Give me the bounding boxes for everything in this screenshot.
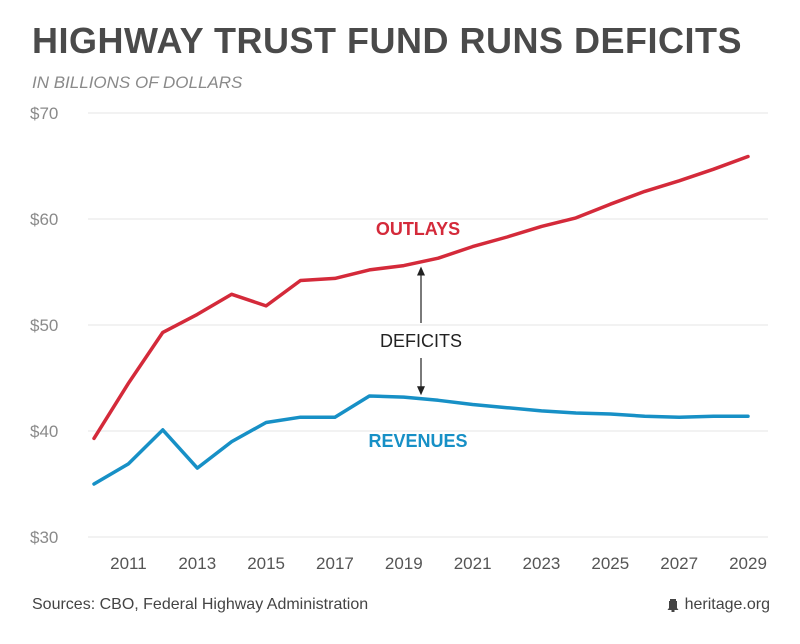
x-tick-label: 2011 (110, 554, 147, 573)
x-tick-label: 2023 (523, 554, 561, 573)
series-label-revenues: REVENUES (368, 431, 467, 451)
x-tick-label: 2017 (316, 554, 354, 573)
series-label-outlays: OUTLAYS (376, 219, 460, 239)
deficits-annotation: DEFICITS (380, 266, 462, 396)
chart-subtitle: IN BILLIONS OF DOLLARS (32, 73, 243, 92)
x-tick-label: 2019 (385, 554, 423, 573)
sources-note: Sources: CBO, Federal Highway Administra… (32, 596, 369, 613)
series-line-revenues (92, 394, 750, 486)
bell-icon (667, 599, 679, 612)
x-tick-label: 2025 (591, 554, 629, 573)
y-tick-label: $70 (30, 104, 58, 123)
x-tick-label: 2013 (178, 554, 216, 573)
chart-title: HIGHWAY TRUST FUND RUNS DEFICITS (32, 20, 743, 61)
x-tick-label: 2027 (660, 554, 698, 573)
x-axis-ticks: 2011 2013 2015 2017 2019 2021 2023 2025 2027 2029 (110, 554, 767, 573)
series-lines (92, 154, 750, 486)
y-tick-label: $60 (30, 210, 58, 229)
y-tick-label: $40 (30, 422, 58, 441)
x-tick-label: 2021 (454, 554, 492, 573)
arrow-up-head (417, 266, 425, 276)
x-tick-label: 2015 (247, 554, 285, 573)
brand[interactable]: heritage.org (667, 596, 770, 614)
grid-lines (88, 112, 768, 538)
arrow-down-head (417, 386, 425, 396)
brand-link[interactable]: heritage.org (684, 596, 770, 613)
y-axis-ticks: $70 $60 $50 $40 $30 (30, 104, 58, 547)
annotation-label: DEFICITS (380, 331, 462, 351)
series-line-outlays (92, 154, 750, 441)
series-labels: OUTLAYS REVENUES (368, 219, 467, 451)
x-tick-label: 2029 (729, 554, 767, 573)
y-tick-label: $50 (30, 316, 58, 335)
y-tick-label: $30 (30, 528, 58, 547)
